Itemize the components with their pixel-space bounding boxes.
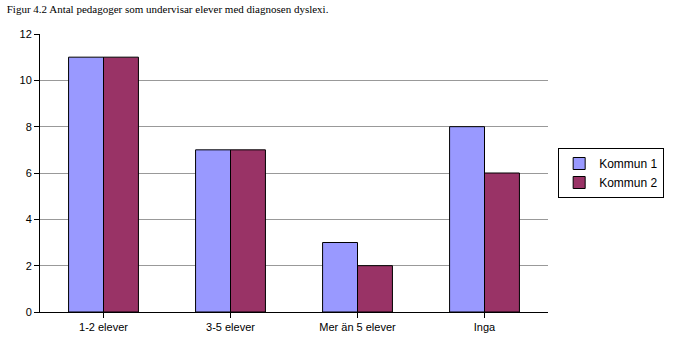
svg-text:4: 4 — [26, 213, 32, 225]
svg-text:10: 10 — [20, 74, 32, 86]
svg-text:6: 6 — [26, 167, 32, 179]
svg-text:Figur 4.2 Antal pedagoger som: Figur 4.2 Antal pedagoger som undervisar… — [7, 3, 329, 15]
svg-text:8: 8 — [26, 121, 32, 133]
svg-text:0: 0 — [26, 306, 32, 318]
svg-text:Kommun 2: Kommun 2 — [599, 176, 657, 190]
svg-text:Kommun 1: Kommun 1 — [599, 157, 657, 171]
svg-text:Inga: Inga — [474, 321, 496, 333]
svg-text:1-2 elever: 1-2 elever — [79, 321, 128, 333]
svg-text:2: 2 — [26, 260, 32, 272]
svg-text:12: 12 — [20, 28, 32, 40]
svg-text:3-5 elever: 3-5 elever — [206, 321, 255, 333]
svg-text:Mer än 5 elever: Mer än 5 elever — [319, 321, 396, 333]
